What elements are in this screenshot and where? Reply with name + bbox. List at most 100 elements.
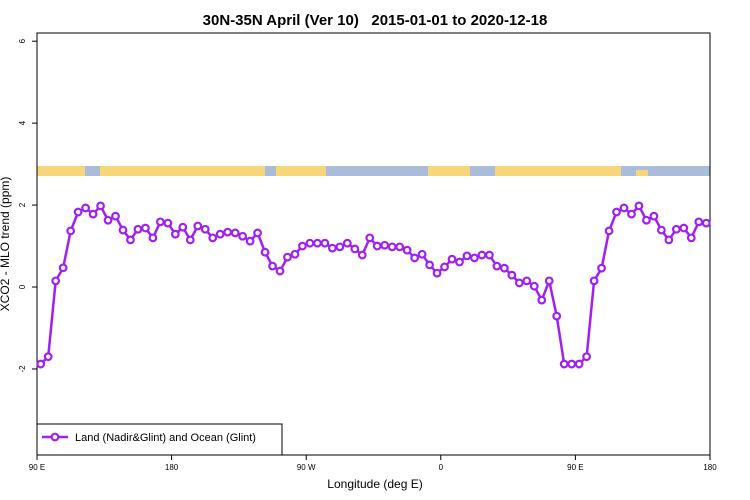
legend-box bbox=[36, 423, 283, 456]
data-point bbox=[380, 240, 390, 250]
x-tick-label: 0 bbox=[439, 463, 444, 472]
data-point bbox=[245, 236, 255, 246]
chart-title: 30N-35N April (Ver 10) 2015-01-01 to 202… bbox=[203, 12, 548, 29]
data-point bbox=[410, 253, 420, 263]
data-point bbox=[148, 233, 158, 243]
data-point bbox=[649, 211, 659, 221]
data-point bbox=[597, 263, 606, 273]
data-point bbox=[51, 276, 61, 286]
data-point bbox=[365, 233, 375, 243]
legend-marker bbox=[50, 432, 60, 442]
data-point bbox=[230, 228, 240, 238]
data-point bbox=[200, 224, 210, 234]
data-point bbox=[260, 247, 270, 257]
data-point bbox=[350, 244, 360, 254]
data-point bbox=[58, 263, 68, 273]
data-point bbox=[283, 252, 292, 262]
x-tick-label: 180 bbox=[703, 463, 717, 472]
x-tick-label: 180 bbox=[165, 463, 179, 472]
data-point bbox=[335, 242, 345, 252]
data-point bbox=[701, 218, 711, 228]
data-point bbox=[357, 250, 367, 260]
data-point bbox=[238, 231, 248, 241]
data-point bbox=[215, 229, 225, 239]
data-point bbox=[208, 233, 218, 243]
data-point bbox=[612, 207, 621, 217]
data-point bbox=[514, 278, 524, 288]
data-point bbox=[118, 225, 128, 235]
data-point bbox=[694, 217, 704, 227]
data-point bbox=[290, 249, 300, 259]
data-point bbox=[447, 254, 457, 264]
data-point bbox=[88, 209, 98, 219]
data-point bbox=[529, 281, 539, 291]
data-point bbox=[507, 270, 517, 280]
data-point bbox=[387, 242, 397, 252]
plot-frame bbox=[36, 32, 711, 456]
legend-label: Land (Nadir&Glint) and Ocean (Glint) bbox=[75, 432, 256, 444]
x-tick-label: 90 E bbox=[29, 463, 45, 472]
x-tick-label: 90 E bbox=[567, 463, 583, 472]
data-point bbox=[425, 260, 434, 270]
data-point bbox=[604, 226, 614, 236]
data-point bbox=[36, 359, 46, 369]
data-point bbox=[223, 227, 233, 237]
data-point bbox=[103, 215, 113, 225]
data-point bbox=[642, 215, 651, 225]
data-point bbox=[559, 359, 569, 369]
data-point bbox=[671, 224, 681, 234]
data-point bbox=[455, 257, 464, 267]
data-point bbox=[320, 238, 330, 248]
data-point bbox=[619, 203, 629, 213]
data-point bbox=[627, 209, 636, 219]
data-point bbox=[275, 266, 285, 276]
data-point bbox=[66, 226, 76, 236]
data-point bbox=[462, 251, 472, 261]
data-point bbox=[664, 235, 674, 245]
y-tick-label: 4 bbox=[18, 120, 27, 125]
data-point bbox=[111, 211, 120, 221]
data-point bbox=[133, 224, 143, 234]
data-point bbox=[96, 201, 105, 211]
data-point bbox=[567, 359, 577, 369]
data-point bbox=[522, 276, 532, 286]
data-point bbox=[170, 229, 180, 239]
data-point bbox=[126, 235, 135, 245]
data-point bbox=[417, 249, 427, 259]
data-point bbox=[305, 238, 315, 248]
data-point bbox=[492, 261, 502, 271]
data-point bbox=[477, 250, 487, 260]
y-tick-label: 6 bbox=[18, 38, 27, 43]
data-point bbox=[686, 233, 696, 243]
data-point bbox=[155, 217, 165, 227]
data-point bbox=[440, 262, 449, 272]
y-axis-label: XCO2 - MLO trend (ppm) bbox=[0, 177, 12, 312]
data-point bbox=[298, 241, 307, 251]
data-point bbox=[185, 235, 195, 245]
data-point bbox=[589, 276, 599, 286]
data-point bbox=[470, 253, 479, 263]
data-point bbox=[432, 268, 442, 278]
data-point bbox=[342, 238, 352, 248]
data-point bbox=[253, 228, 262, 238]
data-point bbox=[178, 222, 188, 232]
data-point bbox=[582, 352, 592, 362]
data-point bbox=[656, 225, 666, 235]
data-point bbox=[268, 261, 277, 271]
data-point bbox=[313, 238, 322, 248]
data-point bbox=[537, 295, 547, 305]
y-tick-label: 2 bbox=[18, 202, 27, 207]
data-point bbox=[81, 203, 91, 213]
data-point bbox=[499, 263, 509, 273]
data-point bbox=[679, 223, 689, 233]
data-point bbox=[485, 250, 494, 260]
data-point bbox=[193, 221, 203, 231]
data-point bbox=[372, 241, 382, 251]
data-point bbox=[634, 201, 644, 211]
data-point bbox=[574, 359, 584, 369]
x-axis-label: Longitude (deg E) bbox=[327, 477, 422, 491]
data-point bbox=[544, 276, 554, 286]
y-tick-label: 0 bbox=[18, 284, 27, 289]
y-tick-label: -2 bbox=[18, 365, 27, 373]
